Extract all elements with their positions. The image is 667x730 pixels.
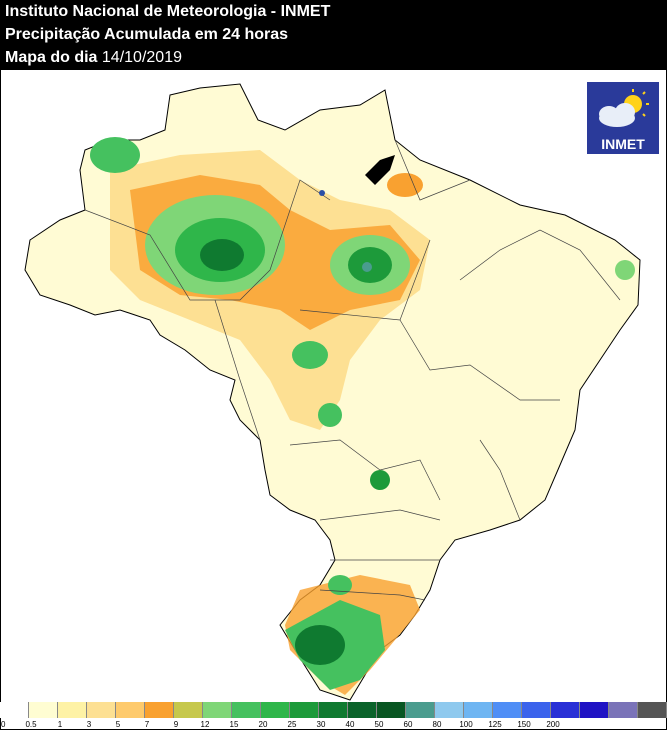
legend-swatch (232, 702, 261, 718)
logo-wordmark: INMET (601, 136, 645, 152)
legend-tick-label: 7 (144, 720, 150, 729)
legend-swatch (203, 702, 232, 718)
legend-swatch (464, 702, 493, 718)
legend-swatch (0, 702, 29, 718)
legend-tick-label: 15 (229, 720, 239, 729)
legend-tick-label: 80 (432, 720, 442, 729)
legend-tick-label: 12 (200, 720, 210, 729)
product-title: Precipitação Acumulada em 24 horas (5, 26, 289, 43)
legend-swatch (58, 702, 87, 718)
water-bodies (319, 155, 395, 196)
legend-tick-label: 0.5 (25, 720, 37, 729)
legend-swatch (290, 702, 319, 718)
map-date-label: Mapa do dia (5, 49, 98, 66)
institution-title: Instituto Nacional de Meteorologia - INM… (5, 3, 331, 20)
legend-tick-label: 200 (546, 720, 560, 729)
legend-swatch (174, 702, 203, 718)
map-date-line: Mapa do dia 14/10/2019 (5, 49, 182, 67)
legend-swatch (319, 702, 348, 718)
precipitation-map (24, 83, 641, 701)
rain-shading (90, 137, 635, 695)
legend-tick-label: 125 (488, 720, 502, 729)
map-date: 14/10/2019 (101, 49, 182, 66)
legend-swatch (493, 702, 522, 718)
legend-tick-label: 100 (459, 720, 473, 729)
legend-swatch (551, 702, 580, 718)
legend-tick-label: 25 (287, 720, 297, 729)
legend-swatch (87, 702, 116, 718)
legend-swatch (145, 702, 174, 718)
legend-tick-label: 30 (316, 720, 326, 729)
legend-swatch (29, 702, 58, 718)
precipitation-legend: 0 0.5 1 3 5 7 9 12 15 20 25 30 40 50 60 80 100 125 150 200 (0, 702, 667, 730)
legend-tick-label: 3 (86, 720, 92, 729)
legend-swatch (261, 702, 290, 718)
inmet-logo: INMET (587, 82, 659, 154)
legend-tick-label: 150 (517, 720, 531, 729)
legend-tick-label: 1 (57, 720, 63, 729)
legend-swatch (638, 702, 667, 718)
legend-swatch (435, 702, 464, 718)
legend-tick-label: 9 (173, 720, 179, 729)
legend-swatch (609, 702, 638, 718)
legend-swatch (348, 702, 377, 718)
state-borders (84, 139, 621, 601)
legend-tick-label: 50 (374, 720, 384, 729)
legend-tick-label: 20 (258, 720, 268, 729)
legend-tick-label: 5 (115, 720, 121, 729)
legend-tick-label: 0 (1, 720, 6, 729)
legend-swatch (406, 702, 435, 718)
legend-swatch (116, 702, 145, 718)
legend-tick-label: 60 (403, 720, 413, 729)
legend-tick-label: 40 (345, 720, 355, 729)
legend-swatch (580, 702, 609, 718)
legend-swatch (377, 702, 406, 718)
legend-swatch (522, 702, 551, 718)
map-header: Instituto Nacional de Meteorologia - INM… (0, 0, 667, 70)
cloud-sun-icon (599, 89, 649, 127)
